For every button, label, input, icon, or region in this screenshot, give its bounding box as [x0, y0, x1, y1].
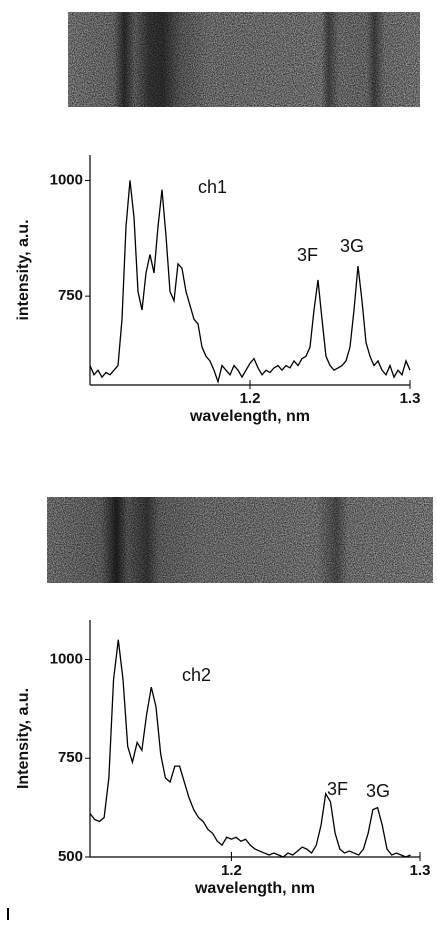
- y-tick-label: 1000: [50, 171, 83, 188]
- annotation: ch1: [198, 177, 227, 197]
- y-axis-title: intensity, a.u.: [15, 219, 32, 320]
- spectrum-line: [89, 180, 411, 385]
- x-axis-title: wavelength, nm: [194, 880, 315, 897]
- x-tick-label: 1.3: [400, 390, 421, 407]
- spectrum-line: [89, 639, 411, 858]
- annotation: 3F: [297, 245, 318, 265]
- annotation: ch2: [182, 665, 211, 685]
- y-tick-label: 750: [58, 749, 83, 766]
- y-tick-label: 750: [58, 287, 83, 304]
- x-tick-label: 1.2: [240, 390, 261, 407]
- annotation: 3G: [340, 236, 364, 256]
- y-tick-label: 1000: [50, 650, 83, 667]
- x-tick-label: 1.3: [410, 862, 431, 879]
- x-axis-title: wavelength, nm: [189, 408, 310, 425]
- y-axis-title: Intensity, a.u.: [15, 688, 32, 789]
- annotation: 3F: [327, 779, 348, 799]
- y-tick-label: 500: [58, 848, 83, 865]
- x-tick-label: 1.2: [221, 862, 242, 879]
- image-noise: [68, 12, 420, 107]
- image-noise: [47, 497, 433, 583]
- annotation: 3G: [366, 781, 390, 801]
